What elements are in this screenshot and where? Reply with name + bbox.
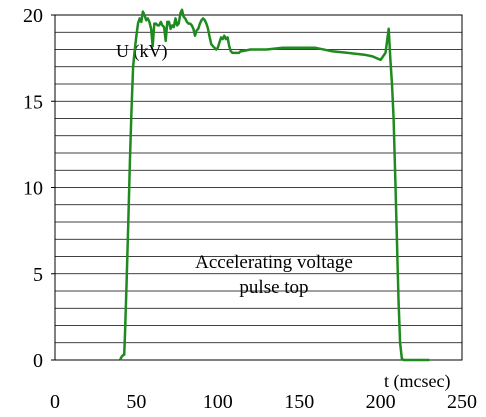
- annotation-line-2: pulse top: [239, 277, 308, 298]
- annotation-line-1: Accelerating voltage: [195, 252, 353, 273]
- x-tick-label: 100: [203, 391, 233, 413]
- x-axis-label: t (mcsec): [384, 371, 450, 392]
- y-axis-ticks: 0 5 10 15 20: [23, 5, 55, 372]
- x-tick-label: 200: [366, 391, 396, 413]
- x-tick-label: 150: [284, 391, 314, 413]
- y-tick-label: 0: [33, 350, 43, 372]
- y-tick-label: 10: [23, 178, 43, 200]
- x-axis-ticks: 0 50 100 150 200 250: [50, 391, 477, 413]
- series-line: [118, 8, 430, 362]
- x-tick-label: 250: [447, 391, 477, 413]
- x-tick-label: 50: [126, 391, 146, 413]
- y-axis-label: U (kV): [116, 41, 168, 62]
- x-tick-label: 0: [50, 391, 60, 413]
- y-tick-label: 15: [23, 91, 43, 113]
- y-tick-label: 5: [33, 264, 43, 286]
- y-tick-label: 20: [23, 5, 43, 27]
